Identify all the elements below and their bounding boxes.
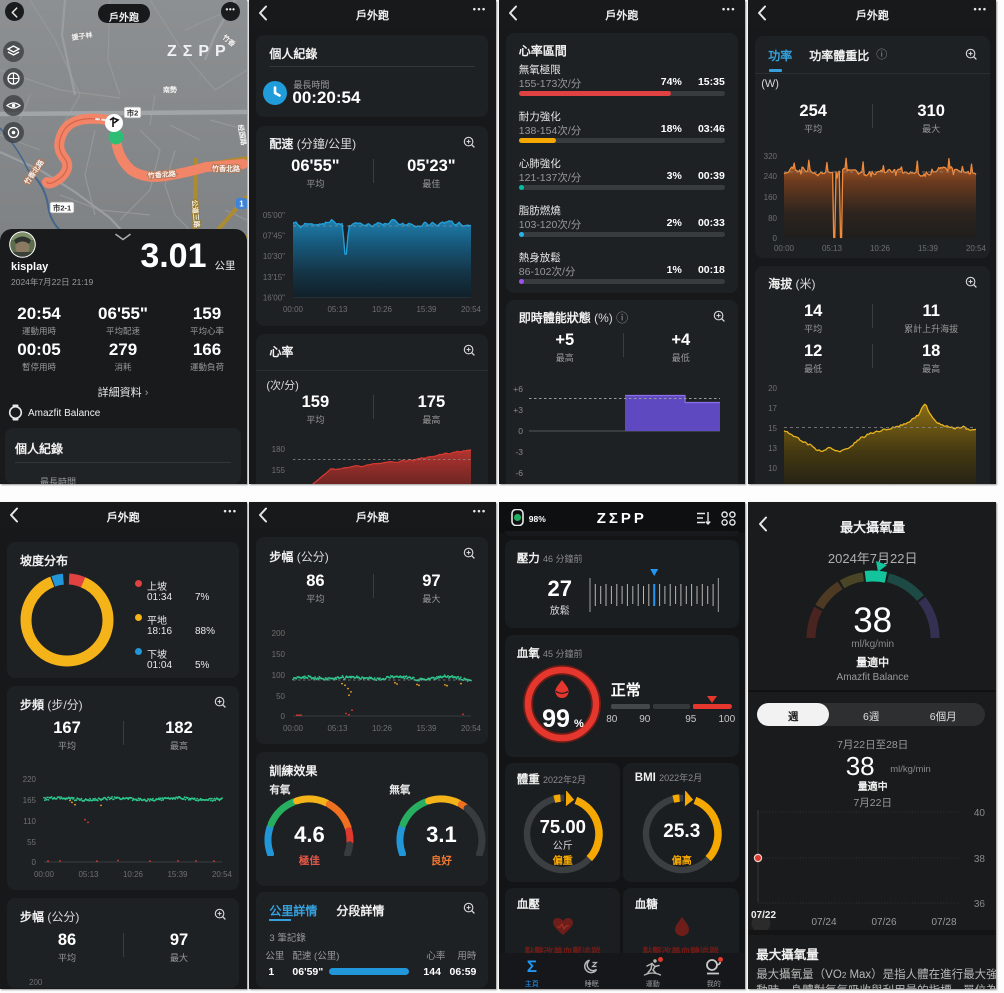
svg-text:市2: 市2 [127,108,139,118]
svg-text:100: 100 [272,671,286,680]
svg-text:0: 0 [518,426,523,436]
svg-text:240: 240 [763,172,777,181]
svg-text:38: 38 [974,854,986,865]
svg-text:20:54: 20:54 [212,870,232,879]
svg-text:160: 160 [763,193,777,202]
svg-text:+3: +3 [513,405,523,415]
svg-text:99: 99 [542,705,570,733]
svg-text:17: 17 [768,404,777,413]
svg-text:110: 110 [23,817,36,826]
svg-text:07/22: 07/22 [751,910,776,921]
svg-text:00:00: 00:00 [34,870,55,879]
svg-text:-3: -3 [515,447,523,457]
svg-text:15:39: 15:39 [417,305,438,314]
svg-text:0: 0 [772,234,777,243]
svg-text:20:54: 20:54 [966,244,986,253]
svg-text:00:00: 00:00 [283,305,304,314]
svg-text:15:39: 15:39 [167,870,188,879]
svg-text:07/28: 07/28 [932,917,957,928]
svg-text:200: 200 [272,629,286,638]
svg-text:220: 220 [23,775,37,784]
svg-text:市2-1: 市2-1 [53,203,71,213]
svg-text:80: 80 [768,214,777,223]
svg-text:07/24: 07/24 [812,917,837,928]
svg-text:55: 55 [27,838,36,847]
svg-text:10: 10 [768,464,777,473]
svg-text:%: % [574,718,584,730]
svg-text:00:00: 00:00 [774,244,795,253]
svg-text:00:00: 00:00 [283,724,304,733]
svg-text:13: 13 [768,444,777,453]
svg-text:+6: +6 [513,384,523,394]
svg-text:320: 320 [763,152,777,161]
svg-text:15: 15 [768,424,777,433]
svg-text:竹香北路: 竹香北路 [211,164,241,173]
svg-text:07/26: 07/26 [872,917,897,928]
svg-text:10:26: 10:26 [372,724,393,733]
svg-text:05:13: 05:13 [328,305,349,314]
svg-text:-6: -6 [515,468,523,478]
svg-text:05:13: 05:13 [78,870,99,879]
svg-text:36: 36 [974,899,986,910]
svg-text:150: 150 [272,650,286,659]
svg-text:15:39: 15:39 [417,724,438,733]
svg-text:20: 20 [768,384,777,393]
svg-text:20:54: 20:54 [461,305,481,314]
svg-text:15:39: 15:39 [918,244,939,253]
svg-text:10:26: 10:26 [123,870,144,879]
svg-text:07'45": 07'45" [263,232,285,241]
svg-text:10'30": 10'30" [263,252,285,261]
svg-text:10:26: 10:26 [372,305,393,314]
svg-text:05:13: 05:13 [822,244,843,253]
svg-text:1: 1 [239,200,244,209]
svg-text:0: 0 [281,712,286,721]
svg-text:165: 165 [23,796,37,805]
svg-text:20:54: 20:54 [461,724,481,733]
svg-text:南勢: 南勢 [163,85,177,94]
svg-text:经国路: 经国路 [236,124,246,147]
svg-text:155: 155 [272,466,286,475]
svg-text:0: 0 [32,858,37,867]
svg-text:13'15": 13'15" [263,273,285,282]
svg-text:05'00": 05'00" [263,211,285,220]
svg-text:40: 40 [974,808,986,819]
svg-text:05:13: 05:13 [328,724,349,733]
svg-text:ZΣPP: ZΣPP [167,43,232,60]
svg-text:50: 50 [276,692,285,701]
svg-text:180: 180 [272,445,286,454]
svg-text:10:26: 10:26 [870,244,891,253]
svg-text:16'00": 16'00" [263,293,285,302]
